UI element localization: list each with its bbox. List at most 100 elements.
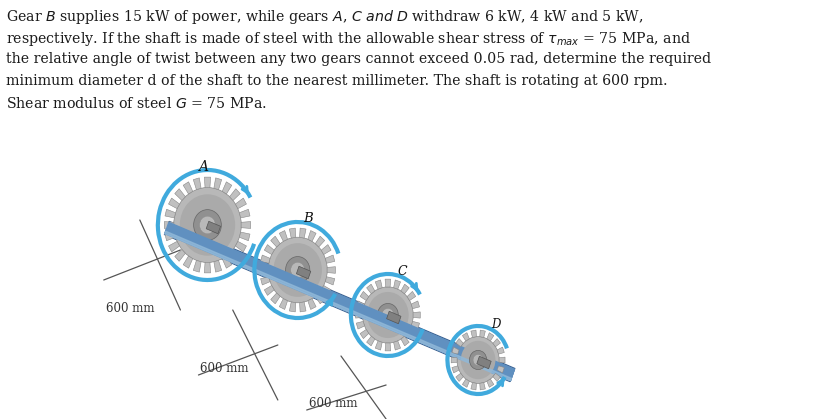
Text: 600 mm: 600 mm xyxy=(107,302,155,315)
Polygon shape xyxy=(235,241,247,252)
Circle shape xyxy=(173,188,241,262)
Polygon shape xyxy=(165,231,511,380)
Polygon shape xyxy=(235,198,247,209)
Circle shape xyxy=(362,287,414,343)
Circle shape xyxy=(382,308,394,321)
Polygon shape xyxy=(271,236,280,247)
Polygon shape xyxy=(385,343,391,351)
Polygon shape xyxy=(401,284,409,294)
Polygon shape xyxy=(375,341,383,350)
Text: Gear $B$ supplies 15 kW of power, while gears $A$, $C$ $\mathit{and}$ $D$ withdr: Gear $B$ supplies 15 kW of power, while … xyxy=(7,8,644,26)
Polygon shape xyxy=(414,312,420,318)
Polygon shape xyxy=(239,209,250,218)
Polygon shape xyxy=(477,356,491,369)
Polygon shape xyxy=(356,312,363,318)
Polygon shape xyxy=(375,280,383,289)
Circle shape xyxy=(473,354,483,365)
Circle shape xyxy=(286,256,310,283)
Text: minimum diameter d of the shaft to the nearest millimeter. The shaft is rotating: minimum diameter d of the shaft to the n… xyxy=(7,74,668,88)
Polygon shape xyxy=(260,255,270,263)
Polygon shape xyxy=(289,302,295,312)
Polygon shape xyxy=(366,284,374,294)
Polygon shape xyxy=(204,262,211,273)
Polygon shape xyxy=(357,321,365,329)
Polygon shape xyxy=(407,291,416,300)
Polygon shape xyxy=(279,299,287,310)
Polygon shape xyxy=(357,301,365,309)
Polygon shape xyxy=(222,256,232,268)
Polygon shape xyxy=(308,299,316,310)
Polygon shape xyxy=(165,231,511,380)
Polygon shape xyxy=(487,379,494,387)
Polygon shape xyxy=(193,260,201,272)
Polygon shape xyxy=(165,232,176,241)
Polygon shape xyxy=(411,301,419,309)
Polygon shape xyxy=(315,236,325,247)
Circle shape xyxy=(383,309,394,321)
Polygon shape xyxy=(493,339,501,347)
Circle shape xyxy=(457,336,499,383)
Polygon shape xyxy=(360,291,369,300)
Polygon shape xyxy=(239,232,250,241)
Polygon shape xyxy=(322,285,331,295)
Polygon shape xyxy=(241,222,251,228)
Text: A: A xyxy=(198,160,208,174)
Polygon shape xyxy=(411,321,419,329)
Text: 600 mm: 600 mm xyxy=(200,362,249,375)
Polygon shape xyxy=(260,277,270,285)
Polygon shape xyxy=(308,230,316,241)
Circle shape xyxy=(378,303,398,326)
Circle shape xyxy=(199,216,215,234)
Polygon shape xyxy=(315,293,325,304)
Polygon shape xyxy=(230,189,240,201)
Polygon shape xyxy=(183,182,193,194)
Circle shape xyxy=(274,243,322,297)
Polygon shape xyxy=(164,222,514,382)
Polygon shape xyxy=(385,279,391,287)
Circle shape xyxy=(291,263,304,277)
Polygon shape xyxy=(168,241,180,252)
Polygon shape xyxy=(327,267,335,273)
Circle shape xyxy=(180,194,235,256)
Polygon shape xyxy=(456,339,463,347)
Polygon shape xyxy=(204,177,211,188)
Polygon shape xyxy=(326,277,335,285)
Polygon shape xyxy=(366,336,374,346)
Polygon shape xyxy=(206,221,221,234)
Polygon shape xyxy=(387,311,401,324)
Text: C: C xyxy=(397,264,407,277)
Circle shape xyxy=(461,341,496,379)
Text: 600 mm: 600 mm xyxy=(309,396,357,409)
Polygon shape xyxy=(394,341,400,350)
Polygon shape xyxy=(479,330,485,337)
Polygon shape xyxy=(452,347,459,354)
Polygon shape xyxy=(271,293,280,304)
Text: B: B xyxy=(304,212,313,225)
Polygon shape xyxy=(401,336,409,346)
Circle shape xyxy=(291,262,304,277)
Text: Shear modulus of steel $G$ = 75 MPa.: Shear modulus of steel $G$ = 75 MPa. xyxy=(7,96,267,111)
Polygon shape xyxy=(193,178,201,190)
Circle shape xyxy=(470,350,487,370)
Polygon shape xyxy=(260,267,269,273)
Polygon shape xyxy=(300,228,306,238)
Polygon shape xyxy=(214,178,221,190)
Polygon shape xyxy=(165,209,176,218)
Polygon shape xyxy=(470,383,476,390)
Polygon shape xyxy=(497,347,505,354)
Polygon shape xyxy=(451,357,457,363)
Polygon shape xyxy=(456,373,463,381)
Polygon shape xyxy=(183,256,193,268)
Polygon shape xyxy=(265,285,274,295)
Polygon shape xyxy=(394,280,400,289)
Polygon shape xyxy=(479,383,485,390)
Polygon shape xyxy=(296,266,311,279)
Polygon shape xyxy=(165,222,514,380)
Polygon shape xyxy=(175,189,186,201)
Polygon shape xyxy=(164,222,174,228)
Circle shape xyxy=(200,217,215,233)
Text: D: D xyxy=(492,318,501,331)
Polygon shape xyxy=(289,228,295,238)
Polygon shape xyxy=(487,333,494,341)
Circle shape xyxy=(367,292,409,338)
